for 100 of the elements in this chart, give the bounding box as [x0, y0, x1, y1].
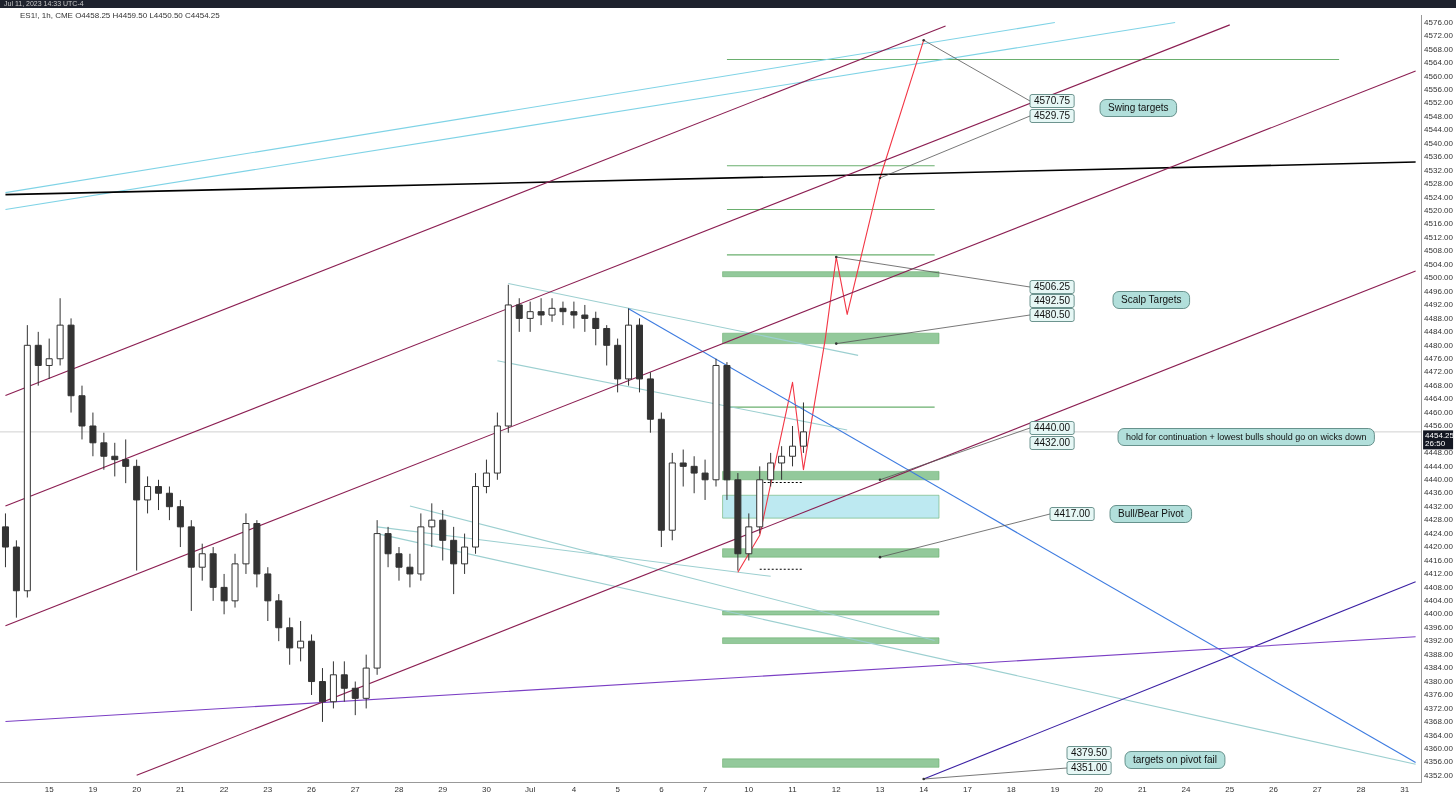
x-tick-label: 25 [1225, 785, 1235, 795]
x-tick-label: 26 [1269, 785, 1279, 795]
x-tick-label: 7 [702, 785, 708, 795]
y-tick-label: 4528.00 [1424, 179, 1454, 189]
y-tick-label: 4388.00 [1424, 649, 1454, 659]
y-tick-label: 4412.00 [1424, 569, 1454, 579]
x-tick-label: 17 [962, 785, 973, 795]
y-tick-label: 4460.00 [1424, 407, 1454, 417]
x-tick-label: 11 [788, 785, 798, 795]
x-tick-label: 27 [1312, 785, 1323, 795]
annotation: targets on pivot fail [1133, 754, 1217, 766]
y-tick-label: 4556.00 [1424, 84, 1454, 94]
x-tick-label: 21 [1137, 785, 1148, 795]
text: 26:50 [1425, 439, 1446, 449]
y-tick-label: 4496.00 [1424, 286, 1454, 296]
y-tick-label: 4464.00 [1424, 394, 1454, 404]
annotation: 4351.00 [1071, 762, 1108, 774]
y-tick-label: 4428.00 [1424, 515, 1454, 525]
x-tick-label: 13 [875, 785, 885, 795]
x-tick-label: 18 [1006, 785, 1017, 795]
y-tick-label: 4416.00 [1424, 555, 1454, 565]
y-tick-label: 4380.00 [1424, 676, 1454, 686]
y-tick-label: 4420.00 [1424, 542, 1454, 552]
y-tick-label: 4552.00 [1424, 98, 1454, 108]
x-tick-label: 30 [481, 785, 492, 795]
y-tick-label: 4476.00 [1424, 353, 1454, 363]
y-tick-label: 4536.00 [1424, 152, 1454, 162]
y-tick-label: 4368.00 [1424, 717, 1454, 727]
annotation: Scalp Targets [1121, 294, 1182, 306]
y-tick-label: 4532.00 [1424, 165, 1454, 175]
x-tick-label: 20 [132, 785, 142, 795]
x-tick-label: 22 [219, 785, 230, 795]
annotation: 4379.50 [1071, 747, 1108, 759]
x-tick-label: 23 [263, 785, 273, 795]
y-tick-label: 4404.00 [1424, 596, 1454, 606]
y-tick-label: 4424.00 [1424, 528, 1454, 538]
annotation: 4492.50 [1034, 295, 1071, 307]
y-tick-label: 4572.00 [1424, 31, 1454, 41]
y-tick-label: 4568.00 [1424, 44, 1454, 54]
annotation: hold for continuation + lowest bulls should go on wicks down [1126, 431, 1367, 442]
x-tick-label: 14 [919, 785, 929, 795]
y-tick-label: 4444.00 [1424, 461, 1454, 471]
annotation: 4440.00 [1034, 422, 1071, 434]
x-tick-label: 4 [571, 785, 577, 795]
y-tick-label: 4392.00 [1424, 636, 1454, 646]
y-tick-label: 4396.00 [1424, 622, 1454, 632]
x-tick-label: 19 [1050, 785, 1060, 795]
y-tick-label: 4576.00 [1424, 17, 1454, 27]
annotation: Swing targets [1108, 102, 1169, 114]
annotation: 4506.25 [1034, 281, 1071, 293]
y-tick-label: 4560.00 [1424, 71, 1454, 81]
y-tick-label: 4544.00 [1424, 125, 1454, 135]
y-tick-label: 4500.00 [1424, 273, 1454, 283]
y-tick-label: 4548.00 [1424, 111, 1454, 121]
annotation: 4529.75 [1034, 110, 1071, 122]
y-tick-label: 4488.00 [1424, 313, 1454, 323]
y-tick-label: 4364.00 [1424, 730, 1454, 740]
annotation: 4417.00 [1054, 508, 1091, 520]
y-tick-label: 4512.00 [1424, 232, 1454, 242]
y-tick-label: 4440.00 [1424, 475, 1454, 484]
y-tick-label: 4408.00 [1424, 582, 1454, 592]
y-tick-label: 4492.00 [1424, 300, 1454, 310]
annotation: 4480.50 [1034, 309, 1071, 321]
x-tick-label: 19 [88, 785, 98, 795]
y-tick-label: 4456.00 [1424, 421, 1454, 431]
y-tick-label: 4376.00 [1424, 690, 1454, 700]
x-tick-label: Jul [525, 785, 536, 795]
x-tick-label: 31 [1400, 785, 1410, 795]
x-tick-label: 6 [659, 785, 665, 795]
y-tick-label: 4504.00 [1424, 259, 1454, 269]
x-tick-label: 26 [307, 785, 317, 795]
candlestick [155, 479, 163, 511]
y-tick-label: 4472.00 [1424, 367, 1454, 377]
x-tick-label: 20 [1094, 785, 1104, 795]
x-tick-label: 29 [438, 785, 448, 795]
y-tick-label: 4540.00 [1424, 138, 1454, 148]
y-tick-label: 4352.00 [1424, 770, 1454, 780]
y-tick-label: 4508.00 [1424, 246, 1454, 256]
y-tick-label: 4400.00 [1424, 609, 1454, 619]
y-tick-label: 4480.00 [1424, 340, 1454, 350]
x-tick-label: 10 [744, 785, 754, 795]
y-tick-label: 4520.00 [1424, 206, 1454, 216]
y-tick-label: 4516.00 [1424, 219, 1454, 229]
y-tick-label: 4484.00 [1424, 327, 1454, 337]
x-tick-label: 28 [1356, 785, 1366, 795]
y-tick-label: 4432.00 [1424, 501, 1454, 511]
y-tick-label: 4384.00 [1424, 663, 1454, 673]
y-tick-label: 4524.00 [1424, 192, 1454, 202]
annotation: 4432.00 [1034, 437, 1071, 449]
y-tick-label: 4372.00 [1424, 703, 1454, 713]
y-tick-label: 4356.00 [1424, 757, 1454, 767]
y-tick-label: 4436.00 [1424, 488, 1454, 498]
y-tick-label: 4468.00 [1424, 380, 1454, 390]
x-tick-label: 5 [615, 785, 621, 795]
y-tick-label: 4564.00 [1424, 58, 1454, 68]
annotation: Bull/Bear Pivot [1118, 508, 1184, 520]
x-tick-label: 21 [175, 785, 186, 795]
x-tick-label: 12 [831, 785, 842, 795]
x-tick-label: 24 [1181, 785, 1192, 795]
chart-subtitle: ES1!, 1h, CME O4458.25 H4459.50 L4450.50 C4454.25 [20, 11, 220, 20]
